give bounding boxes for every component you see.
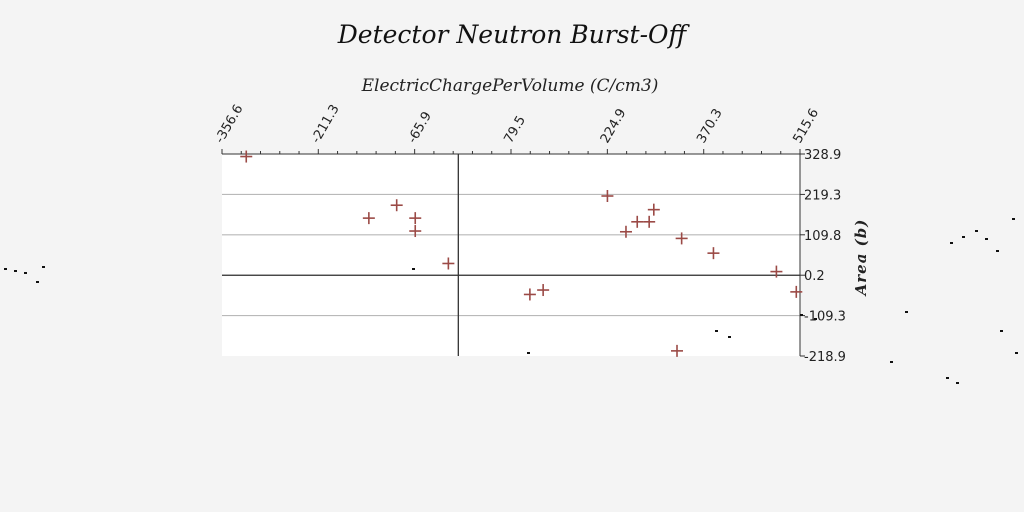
data-points bbox=[240, 150, 803, 357]
speck bbox=[715, 330, 718, 332]
speck bbox=[985, 238, 988, 240]
speck bbox=[36, 281, 39, 283]
data-point bbox=[537, 284, 550, 297]
speck bbox=[905, 311, 908, 313]
speck bbox=[946, 377, 949, 379]
data-point bbox=[390, 199, 403, 212]
y-axis-label: Area (b) bbox=[852, 219, 870, 298]
data-point bbox=[362, 212, 375, 225]
x-tick-label: -356.6 bbox=[212, 102, 246, 146]
speck bbox=[800, 314, 803, 316]
speck bbox=[814, 318, 817, 320]
speck bbox=[412, 268, 415, 270]
data-point bbox=[240, 150, 253, 163]
speck bbox=[1012, 218, 1015, 220]
speck bbox=[527, 352, 530, 354]
y-tick-label: -218.9 bbox=[804, 350, 846, 365]
speck bbox=[950, 242, 953, 244]
data-point bbox=[770, 265, 783, 278]
y-tick-label: 328.9 bbox=[804, 148, 841, 163]
chart-title: Detector Neutron Burst-Off bbox=[337, 20, 691, 49]
speck bbox=[1015, 352, 1018, 354]
axes bbox=[221, 149, 805, 357]
background-specks bbox=[4, 218, 1018, 384]
speck bbox=[24, 272, 27, 274]
x-axis-label: ElectricChargePerVolume (C/cm3) bbox=[361, 76, 659, 96]
x-tick-label: 515.6 bbox=[790, 106, 822, 146]
x-tick-label: 370.3 bbox=[694, 106, 726, 146]
speck bbox=[890, 361, 893, 363]
speck bbox=[975, 230, 978, 232]
data-point bbox=[675, 232, 688, 245]
data-point bbox=[409, 225, 422, 238]
x-tick-label: 79.5 bbox=[501, 113, 528, 146]
data-point bbox=[523, 288, 536, 301]
data-point bbox=[647, 203, 660, 216]
speck bbox=[4, 268, 7, 270]
data-point bbox=[631, 215, 644, 228]
data-point bbox=[409, 212, 422, 225]
speck bbox=[42, 266, 45, 268]
data-point bbox=[790, 285, 803, 298]
x-tick-label: 224.9 bbox=[598, 106, 630, 146]
y-tick-label: 219.3 bbox=[804, 188, 841, 203]
plot-area bbox=[222, 154, 800, 356]
data-point bbox=[671, 344, 684, 357]
speck bbox=[14, 270, 17, 272]
speck bbox=[728, 336, 731, 338]
y-tick-label: -109.3 bbox=[804, 310, 846, 325]
data-point bbox=[707, 247, 720, 260]
x-tick-label: -211.3 bbox=[309, 102, 343, 146]
y-tick-label: 109.8 bbox=[804, 229, 841, 244]
speck bbox=[1000, 330, 1003, 332]
data-point bbox=[619, 225, 632, 238]
x-tick-label: -65.9 bbox=[405, 109, 435, 146]
data-point bbox=[643, 215, 656, 228]
speck bbox=[996, 250, 999, 252]
data-point bbox=[601, 190, 614, 203]
data-point bbox=[442, 257, 455, 270]
y-tick-label: 0.2 bbox=[804, 269, 825, 284]
speck bbox=[956, 382, 959, 384]
speck bbox=[962, 236, 965, 238]
